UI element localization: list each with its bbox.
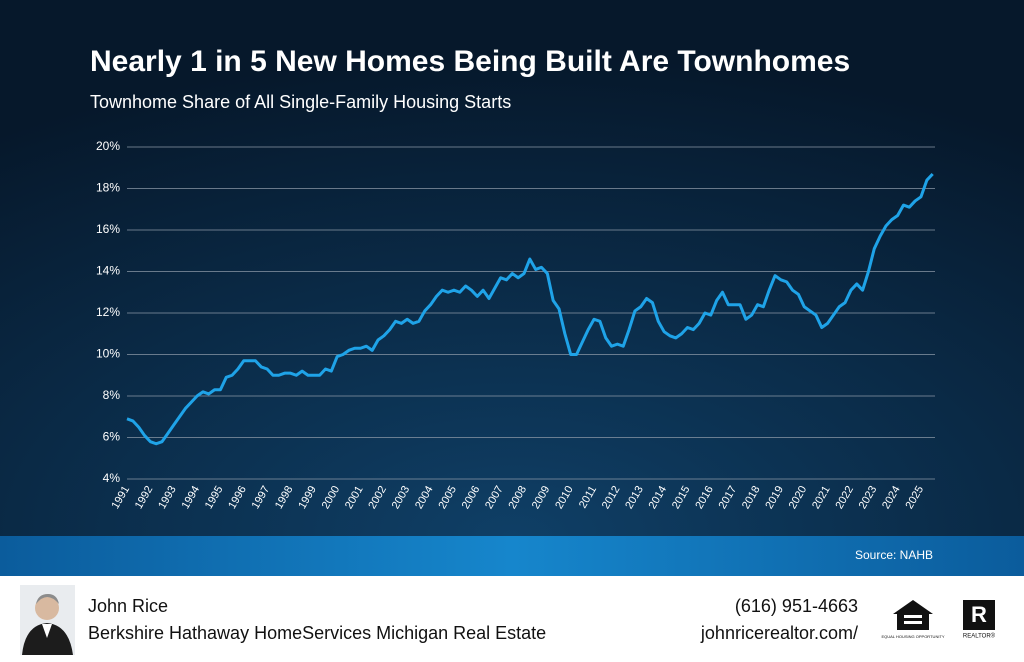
equal-housing-label: EQUAL HOUSING OPPORTUNITY — [881, 634, 944, 639]
realtor-label: REALTOR® — [963, 633, 996, 640]
equal-housing-logo: EQUAL HOUSING OPPORTUNITY — [881, 600, 945, 639]
y-tick-label: 12% — [96, 305, 120, 319]
y-tick-label: 16% — [96, 222, 120, 236]
realtor-logo: R REALTOR® — [963, 600, 996, 640]
y-tick-label: 10% — [96, 347, 120, 361]
footer — [0, 576, 1024, 662]
realtor-mark: R — [971, 602, 987, 627]
data-line — [126, 172, 934, 446]
agent-company: Berkshire Hathaway HomeServices Michigan… — [88, 623, 546, 643]
y-tick-label: 4% — [103, 471, 121, 485]
chart-title: Nearly 1 in 5 New Homes Being Built Are … — [90, 45, 850, 78]
source-band — [0, 536, 1024, 576]
agent-phone: (616) 951-4663 — [735, 596, 858, 616]
y-tick-label: 6% — [103, 430, 121, 444]
agent-photo — [20, 585, 75, 655]
y-tick-label: 14% — [96, 264, 120, 278]
y-tick-label: 20% — [96, 139, 120, 153]
y-tick-label: 18% — [96, 181, 120, 195]
agent-name: John Rice — [88, 596, 168, 616]
y-tick-label: 8% — [103, 388, 121, 402]
chart-subtitle: Townhome Share of All Single-Family Hous… — [90, 92, 511, 112]
source: Source: NAHB — [855, 548, 933, 562]
agent-website[interactable]: johnricerealtor.com/ — [700, 623, 858, 643]
background — [0, 0, 1024, 536]
